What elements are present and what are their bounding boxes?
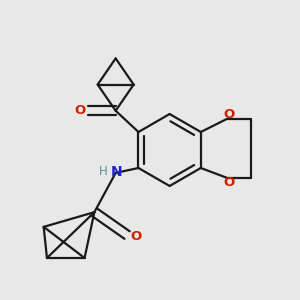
Text: O: O: [130, 230, 142, 243]
Text: O: O: [223, 176, 234, 189]
Text: O: O: [74, 103, 85, 117]
Text: N: N: [111, 165, 122, 178]
Text: H: H: [99, 165, 108, 178]
Text: O: O: [223, 108, 234, 121]
